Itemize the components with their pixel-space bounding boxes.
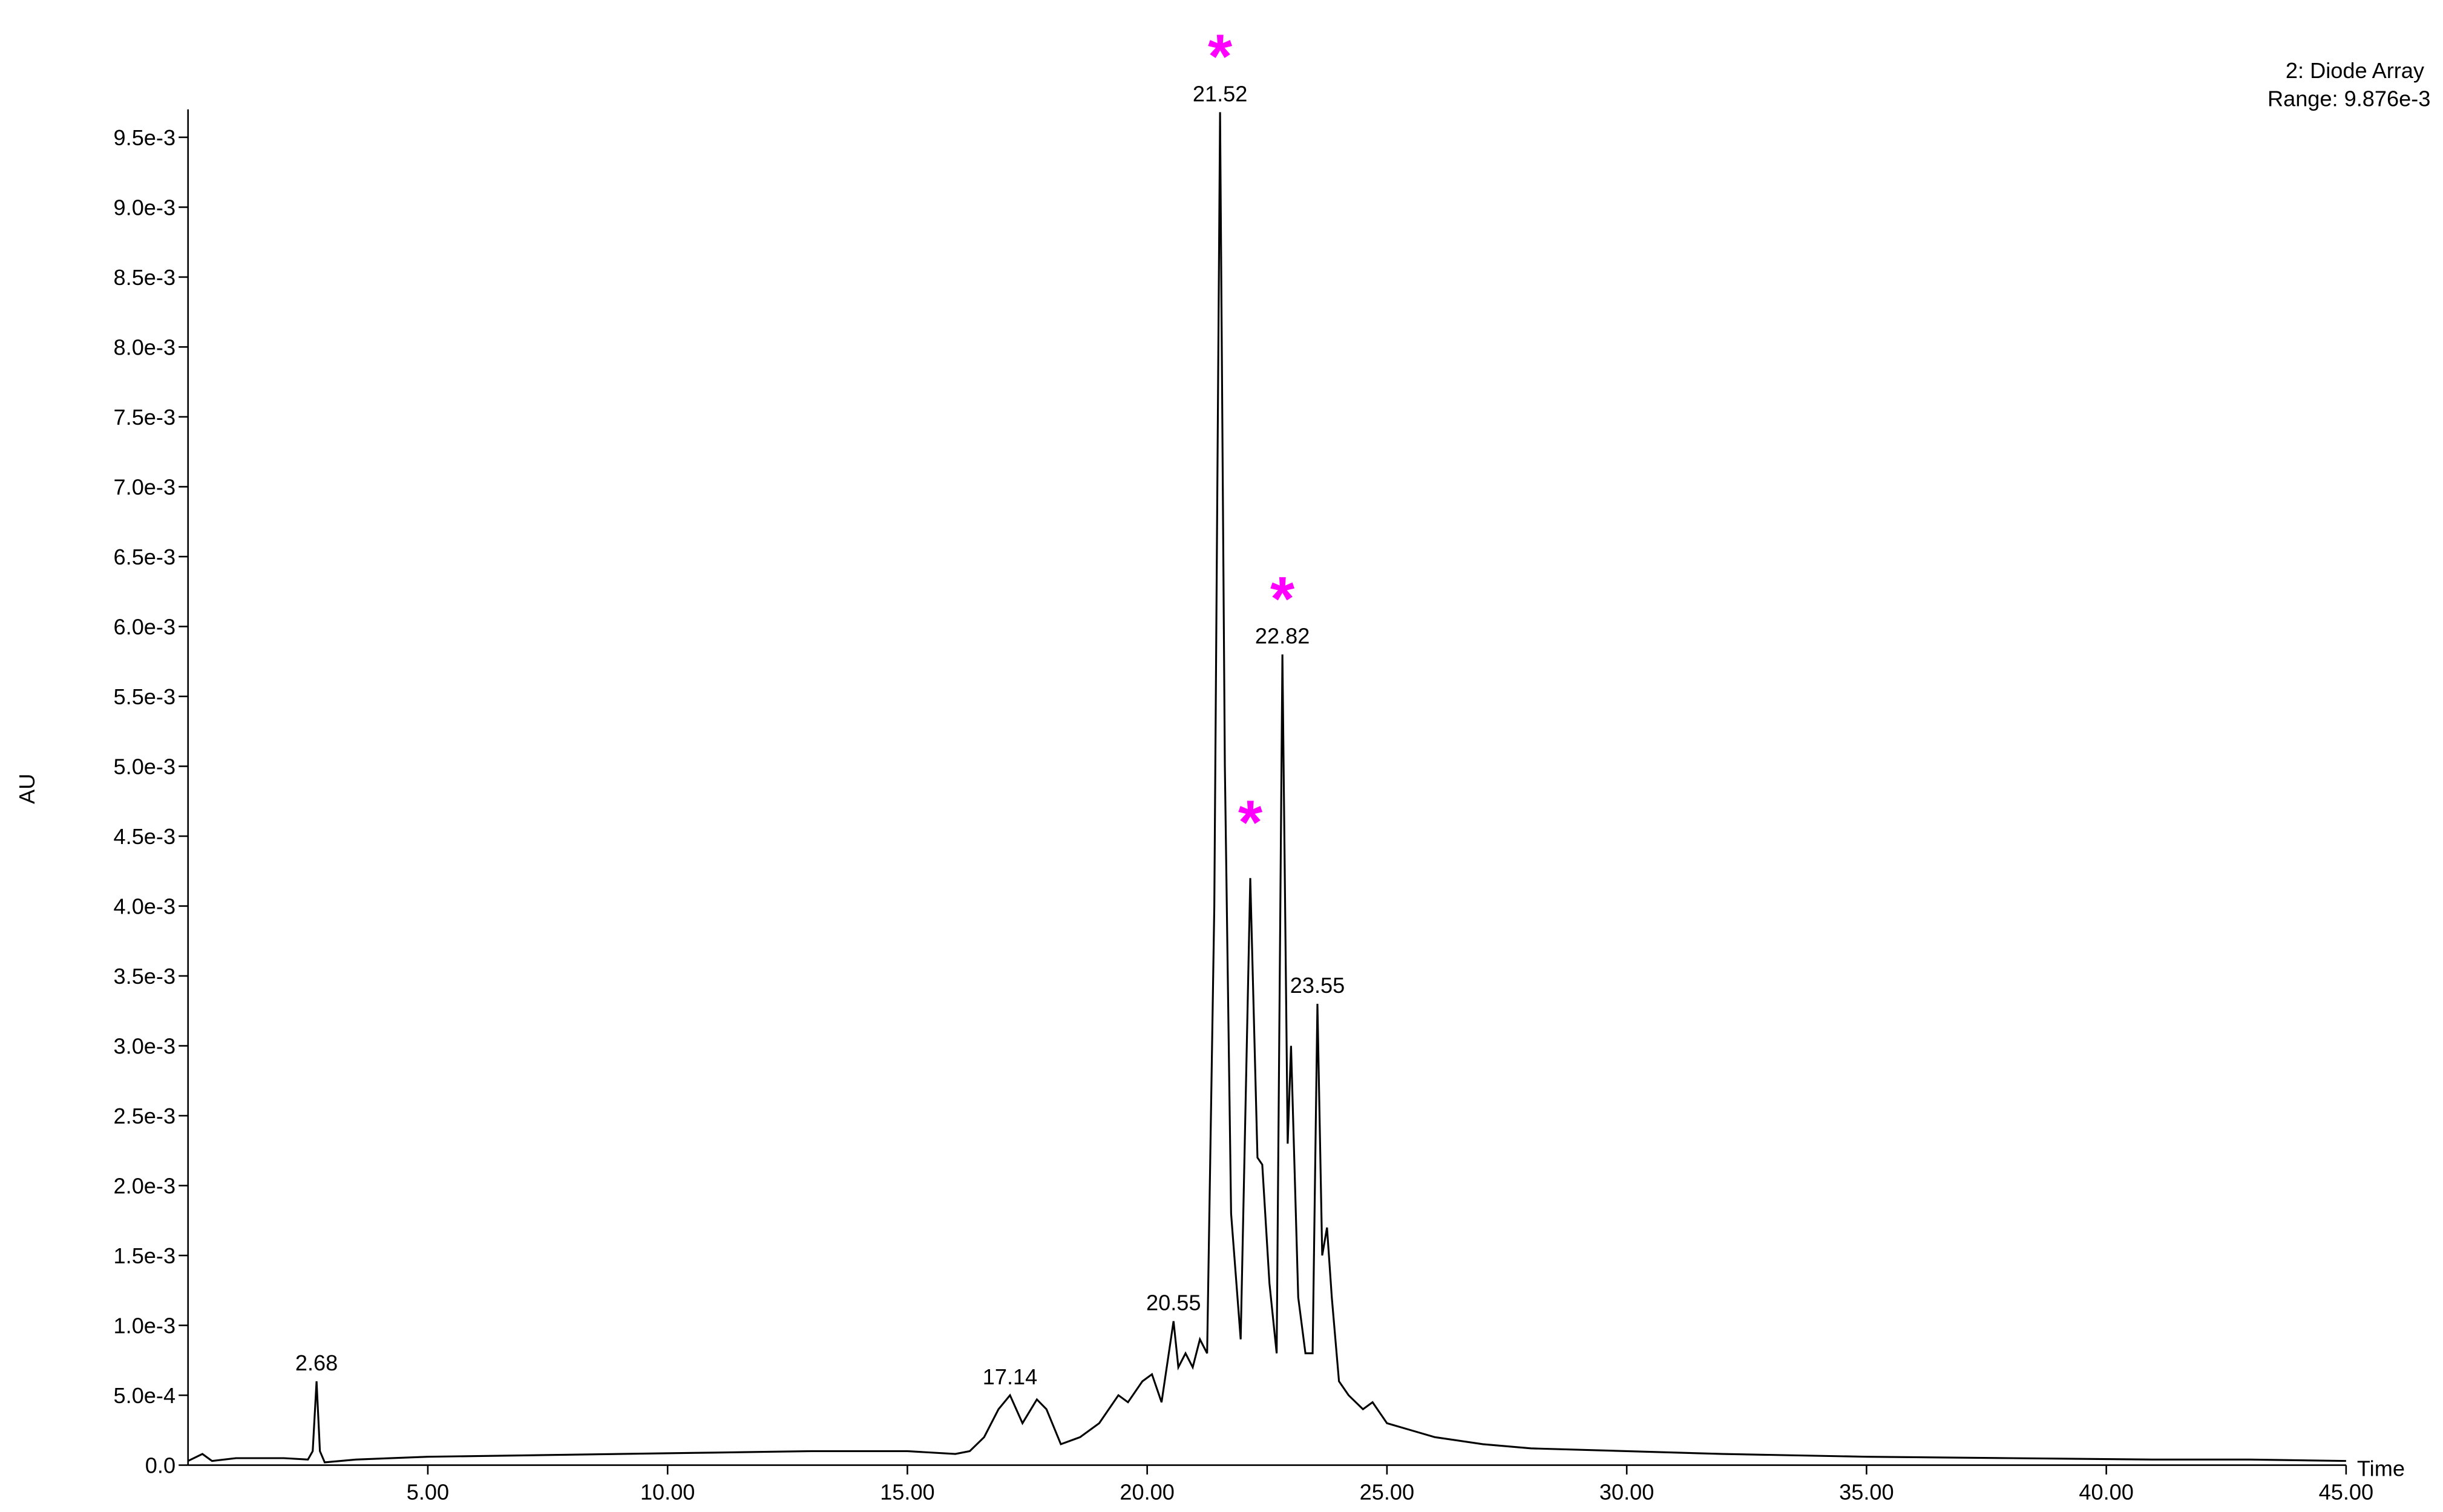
y-tick-label: 5.5e-3 bbox=[114, 684, 176, 709]
y-tick-label: 1.0e-3 bbox=[114, 1313, 176, 1338]
y-tick-label: 4.0e-3 bbox=[114, 894, 176, 918]
x-axis-label: Time bbox=[2357, 1456, 2405, 1481]
y-tick-label: 8.0e-3 bbox=[114, 335, 176, 359]
y-tick-label: 9.5e-3 bbox=[114, 125, 176, 150]
asterisk-marker: * bbox=[1208, 22, 1233, 91]
x-tick-label: 5.00 bbox=[407, 1479, 449, 1504]
x-tick-label: 10.00 bbox=[640, 1479, 695, 1504]
y-tick-label: 7.0e-3 bbox=[114, 474, 176, 499]
y-tick-label: 3.5e-3 bbox=[114, 964, 176, 989]
trace-line bbox=[188, 112, 2346, 1464]
asterisk-marker: * bbox=[1270, 564, 1295, 633]
peak-label: 23.55 bbox=[1290, 973, 1345, 998]
x-tick-label: 40.00 bbox=[2079, 1479, 2133, 1504]
x-tick-label: 30.00 bbox=[1599, 1479, 1654, 1504]
series-name: 2: Diode Array bbox=[2286, 58, 2424, 83]
peak-label: 21.52 bbox=[1193, 81, 1247, 106]
y-tick-label: 6.5e-3 bbox=[114, 545, 176, 569]
y-tick-label: 2.5e-3 bbox=[114, 1104, 176, 1128]
y-tick-label: 5.0e-4 bbox=[114, 1383, 176, 1408]
peak-label: 22.82 bbox=[1255, 624, 1310, 649]
peak-label: 2.68 bbox=[295, 1350, 338, 1375]
y-tick-label: 1.5e-3 bbox=[114, 1243, 176, 1268]
y-tick-label: 8.5e-3 bbox=[114, 265, 176, 290]
y-tick-label: 9.0e-3 bbox=[114, 195, 176, 220]
asterisk-marker: * bbox=[1238, 788, 1263, 857]
y-tick-label: 0.0 bbox=[145, 1453, 175, 1478]
x-tick-label: 15.00 bbox=[880, 1479, 934, 1504]
x-tick-label: 20.00 bbox=[1120, 1479, 1174, 1504]
y-tick-label: 7.5e-3 bbox=[114, 405, 176, 430]
x-tick-label: 25.00 bbox=[1360, 1479, 1414, 1504]
x-tick-label: 45.00 bbox=[2319, 1479, 2373, 1504]
y-axis-label: AU bbox=[15, 774, 39, 804]
peak-label: 20.55 bbox=[1146, 1291, 1201, 1315]
y-tick-label: 6.0e-3 bbox=[114, 614, 176, 639]
peak-label: 17.14 bbox=[983, 1364, 1037, 1389]
y-tick-label: 5.0e-3 bbox=[114, 754, 176, 779]
y-tick-label: 4.5e-3 bbox=[114, 824, 176, 849]
x-tick-label: 35.00 bbox=[1839, 1479, 1894, 1504]
range-label: Range: 9.876e-3 bbox=[2268, 87, 2430, 111]
y-tick-label: 3.0e-3 bbox=[114, 1033, 176, 1058]
y-tick-label: 2.0e-3 bbox=[114, 1173, 176, 1198]
